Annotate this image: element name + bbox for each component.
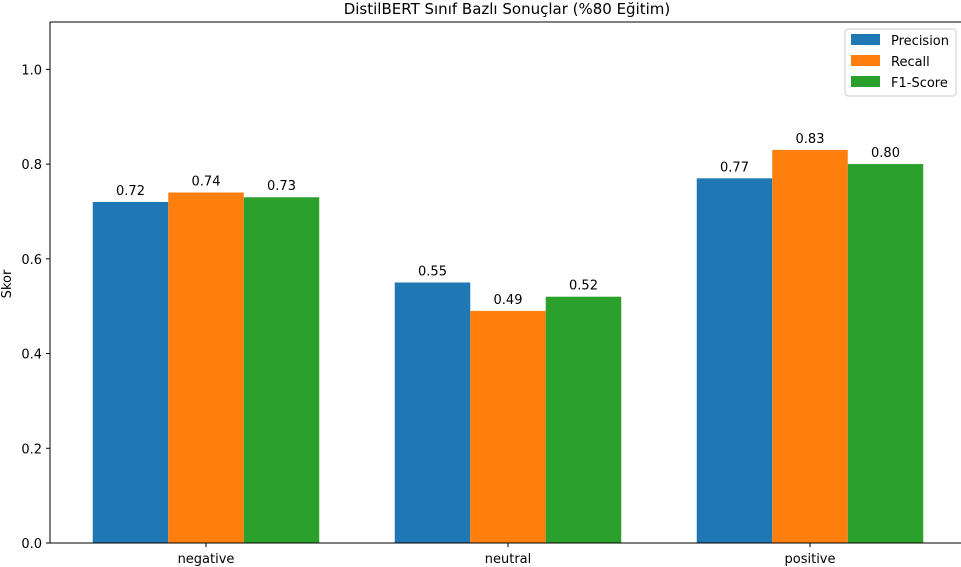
y-tick-label: 0.2 (21, 442, 42, 457)
bar-f1-score-neutral (545, 296, 622, 543)
x-tick-label-negative: negative (178, 552, 235, 567)
legend-swatch-f1-score (851, 76, 880, 87)
y-tick-label: 0.4 (21, 348, 42, 363)
data-label-precision-negative: 0.72 (116, 184, 145, 199)
data-label-f1-score-negative: 0.73 (267, 179, 296, 194)
legend-swatch-precision (851, 34, 880, 45)
legend-swatch-recall (851, 55, 880, 66)
legend-label-precision: Precision (891, 34, 949, 49)
y-tick-label: 0.6 (21, 253, 42, 268)
bar-f1-score-negative (243, 197, 320, 543)
x-tick-label-neutral: neutral (485, 552, 532, 567)
plot-area: 0.72 0.55 0.77 0.74 0.49 0.83 0.73 0.52 0.80 0.0 0… (21, 21, 961, 567)
y-axis-label: Skor (0, 269, 15, 298)
chart-title: DistilBERT Sınıf Bazlı Sonuçlar (%80 Eği… (344, 0, 671, 18)
y-tick-label: 0.8 (21, 158, 42, 173)
bar-precision-neutral (394, 282, 471, 543)
bar-recall-positive (772, 149, 848, 543)
data-label-f1-score-positive: 0.80 (871, 146, 900, 161)
bar-recall-neutral (470, 310, 546, 543)
y-tick-label: 1.0 (21, 63, 42, 78)
data-label-precision-neutral: 0.55 (418, 265, 447, 280)
legend-label-f1-score: F1-Score (891, 76, 948, 91)
y-tick-label: 0.0 (21, 537, 42, 552)
data-label-f1-score-neutral: 0.52 (569, 279, 598, 294)
bar-f1-score-positive (847, 164, 924, 543)
data-label-precision-positive: 0.77 (720, 160, 749, 175)
bar-recall-negative (168, 192, 244, 543)
bar-precision-negative (92, 201, 169, 543)
bar-precision-positive (696, 178, 773, 544)
data-label-recall-negative: 0.74 (192, 175, 221, 190)
legend-label-recall: Recall (891, 55, 930, 70)
legend: Precision Recall F1-Score (844, 28, 957, 97)
data-label-recall-positive: 0.83 (796, 132, 825, 147)
x-tick-label-positive: positive (785, 552, 836, 567)
data-label-recall-neutral: 0.49 (494, 293, 523, 308)
